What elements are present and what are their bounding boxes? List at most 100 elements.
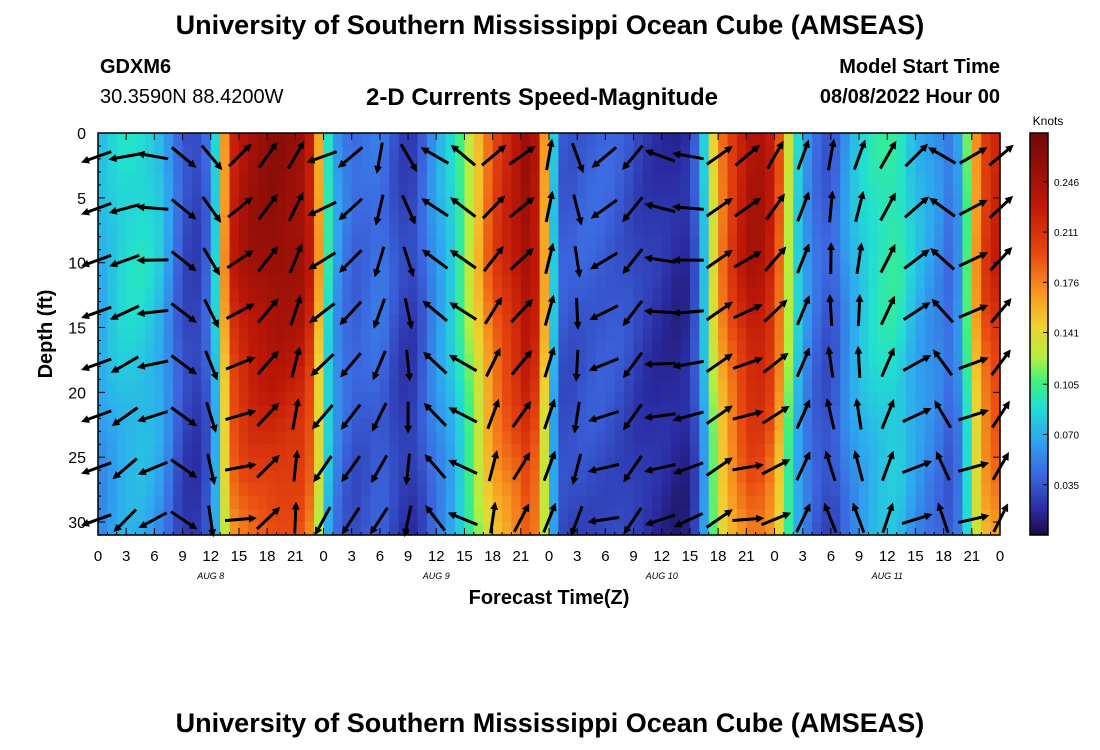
heatmap-cell [285,145,296,160]
heatmap-cell [943,327,954,342]
heatmap-cell [727,314,738,329]
current-vector-arrow [257,141,278,169]
heatmap-cell [736,301,747,316]
heatmap-cell [661,158,672,173]
heatmap-cell [708,145,719,160]
heatmap-cell [624,340,635,355]
heatmap-cell [783,275,794,290]
heatmap-cell [314,379,325,393]
heatmap-cell [859,431,870,445]
heatmap-cell [595,483,606,497]
heatmap-cell [323,444,334,458]
heatmap-cell [577,405,588,419]
heatmap-cell [229,301,240,316]
heatmap-cell [642,133,653,147]
heatmap-cell [248,133,259,147]
heatmap-cell [314,158,325,173]
heatmap-cell [417,444,428,458]
heatmap-cell [473,509,484,523]
heatmap-cell [793,236,804,251]
heatmap-cell [342,210,353,225]
heatmap-cell [98,249,108,264]
heatmap-cell [135,145,146,160]
heatmap-cell [530,431,541,445]
heatmap-cell [981,496,992,510]
heatmap-cell [830,496,841,510]
heatmap-cell [426,340,437,355]
heatmap-cell [530,184,541,199]
heatmap-cell [924,145,935,160]
heatmap-cell [464,197,475,212]
current-vector-arrow [256,350,280,376]
current-vector-arrow [623,403,643,431]
heatmap-cell [191,249,202,264]
heatmap-cell [680,314,691,329]
heatmap-cell [370,171,381,186]
heatmap-cell [502,431,513,445]
heatmap-cell [943,210,954,225]
heatmap-cell [323,288,334,303]
heatmap-cell [163,522,174,536]
heatmap-cell [736,223,747,238]
heatmap-cell [314,249,325,264]
heatmap-cell [398,405,409,419]
heatmap-cell [351,210,362,225]
heatmap-cell [887,288,898,303]
heatmap-cell [464,353,475,368]
heatmap-cell [680,236,691,251]
current-vector-arrow [705,145,733,166]
heatmap-cell [229,249,240,264]
heatmap-cell [445,431,456,445]
heatmap-cell [144,470,155,484]
heatmap-cell [981,379,992,393]
heatmap-cell [586,392,597,406]
current-vector-arrow [485,347,501,378]
heatmap-cell [934,133,945,147]
heatmap-cell [351,340,362,355]
heatmap-cell [116,158,127,173]
heatmap-cell [408,145,419,160]
heatmap-cell [464,340,475,355]
heatmap-cell [699,366,710,380]
heatmap-cell [821,197,832,212]
heatmap-cell [774,431,785,445]
heatmap-cell [849,431,860,445]
heatmap-cell [530,444,541,458]
current-vector-arrow [879,140,897,170]
current-vector-arrow [511,401,532,428]
heatmap-cell [614,405,625,419]
heatmap-cell [276,392,287,406]
heatmap-cell [511,496,522,510]
heatmap-cell [332,301,343,316]
heatmap-cell [483,145,494,160]
heatmap-cell [276,223,287,238]
heatmap-cell [877,145,888,160]
heatmap-cell [567,236,578,251]
heatmap-cell [144,184,155,199]
heatmap-cell [671,366,682,380]
heatmap-cell [962,444,973,458]
heatmap-cell [304,249,315,264]
heatmap-cell [116,340,127,355]
heatmap-cell [868,210,879,225]
heatmap-cell [154,392,165,406]
heatmap-cell [154,340,165,355]
heatmap-cell [502,327,513,342]
heatmap-cell [342,275,353,290]
heatmap-cell [342,392,353,406]
heatmap-cell [586,262,597,277]
heatmap-cell [379,431,390,445]
plot-title: 2-D Currents Speed-Magnitude [366,84,719,111]
heatmap-cell [539,249,550,264]
heatmap-cell [661,444,672,458]
heatmap-cell [323,171,334,186]
heatmap-cell [417,392,428,406]
heatmap-cell [718,133,729,147]
heatmap-cell [455,133,466,147]
heatmap-cell [953,470,964,484]
heatmap-cell [398,392,409,406]
heatmap-cell [793,275,804,290]
heatmap-cell [953,496,964,510]
heatmap-cell [502,236,513,251]
heatmap-cell [924,392,935,406]
